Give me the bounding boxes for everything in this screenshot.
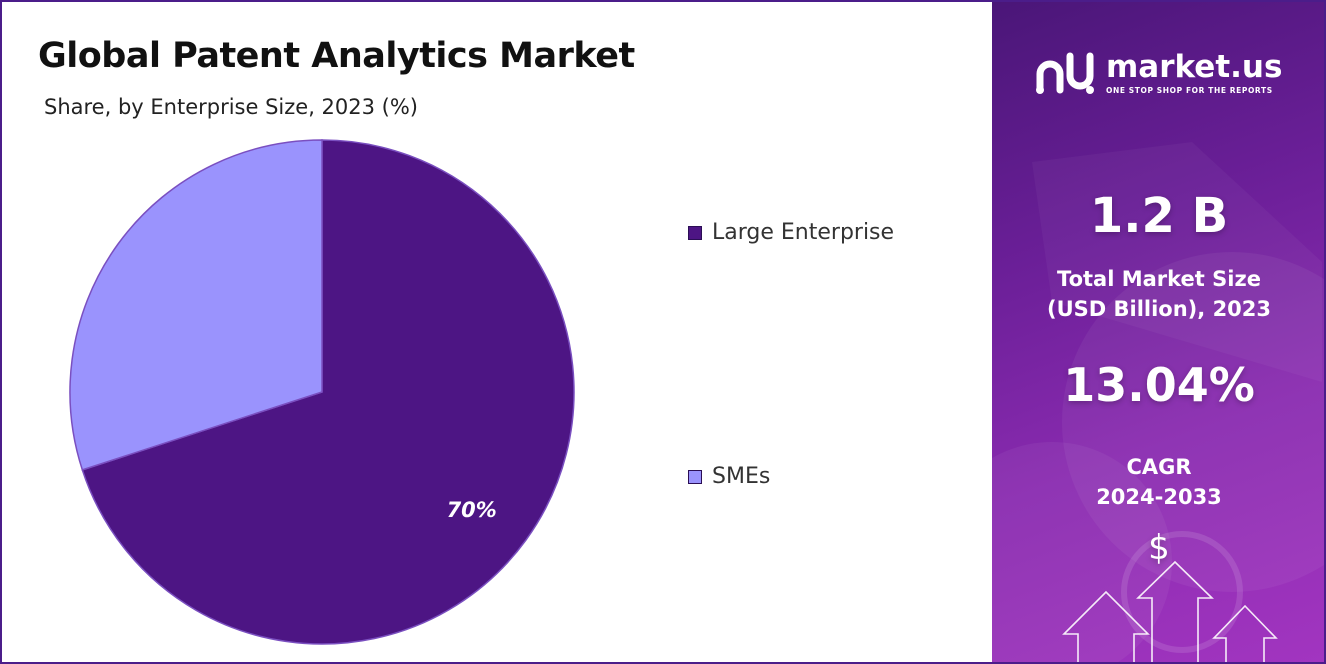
cagr-label-line2: 2024-2033 bbox=[1096, 485, 1222, 509]
sidebar-decoration bbox=[992, 142, 1324, 662]
market-size-label-line1: Total Market Size bbox=[1057, 267, 1261, 291]
cagr-value: 13.04% bbox=[1063, 358, 1255, 412]
pie-chart: 70% bbox=[69, 139, 575, 645]
legend-label-large-enterprise: Large Enterprise bbox=[712, 220, 895, 245]
brand-name: market.us bbox=[1106, 48, 1283, 85]
legend-item-smes: SMEs bbox=[688, 464, 770, 489]
brand-logo: market.us ONE STOP SHOP FOR THE REPORTS bbox=[1034, 50, 1282, 96]
chart-panel: Global Patent Analytics Market Share, by… bbox=[2, 2, 990, 662]
legend-item-large-enterprise: Large Enterprise bbox=[688, 220, 894, 245]
chart-subtitle: Share, by Enterprise Size, 2023 (%) bbox=[44, 95, 419, 119]
stats-sidebar: market.us ONE STOP SHOP FOR THE REPORTS … bbox=[992, 2, 1324, 662]
market-us-logo-icon bbox=[1036, 52, 1094, 94]
legend-swatch-large-enterprise bbox=[688, 225, 702, 240]
dollar-icon: $ bbox=[1148, 528, 1170, 568]
pie-slice-smes bbox=[69, 139, 323, 471]
up-arrow-icon bbox=[1062, 560, 1278, 662]
chart-title: Global Patent Analytics Market bbox=[38, 36, 635, 76]
brand-tagline: ONE STOP SHOP FOR THE REPORTS bbox=[1106, 85, 1273, 95]
chart-legend: Large Enterprise SMEs bbox=[688, 2, 978, 662]
market-size-value: 1.2 B bbox=[1089, 188, 1229, 244]
legend-label-smes: SMEs bbox=[712, 464, 771, 489]
market-size-label-line2: (USD Billion), 2023 bbox=[1046, 297, 1272, 321]
legend-swatch-smes bbox=[688, 469, 702, 484]
pie-data-label-large-enterprise: 70% bbox=[447, 498, 497, 522]
pie-slice-large-enterprise bbox=[81, 139, 575, 645]
cagr-label-line1: CAGR bbox=[1126, 455, 1192, 479]
